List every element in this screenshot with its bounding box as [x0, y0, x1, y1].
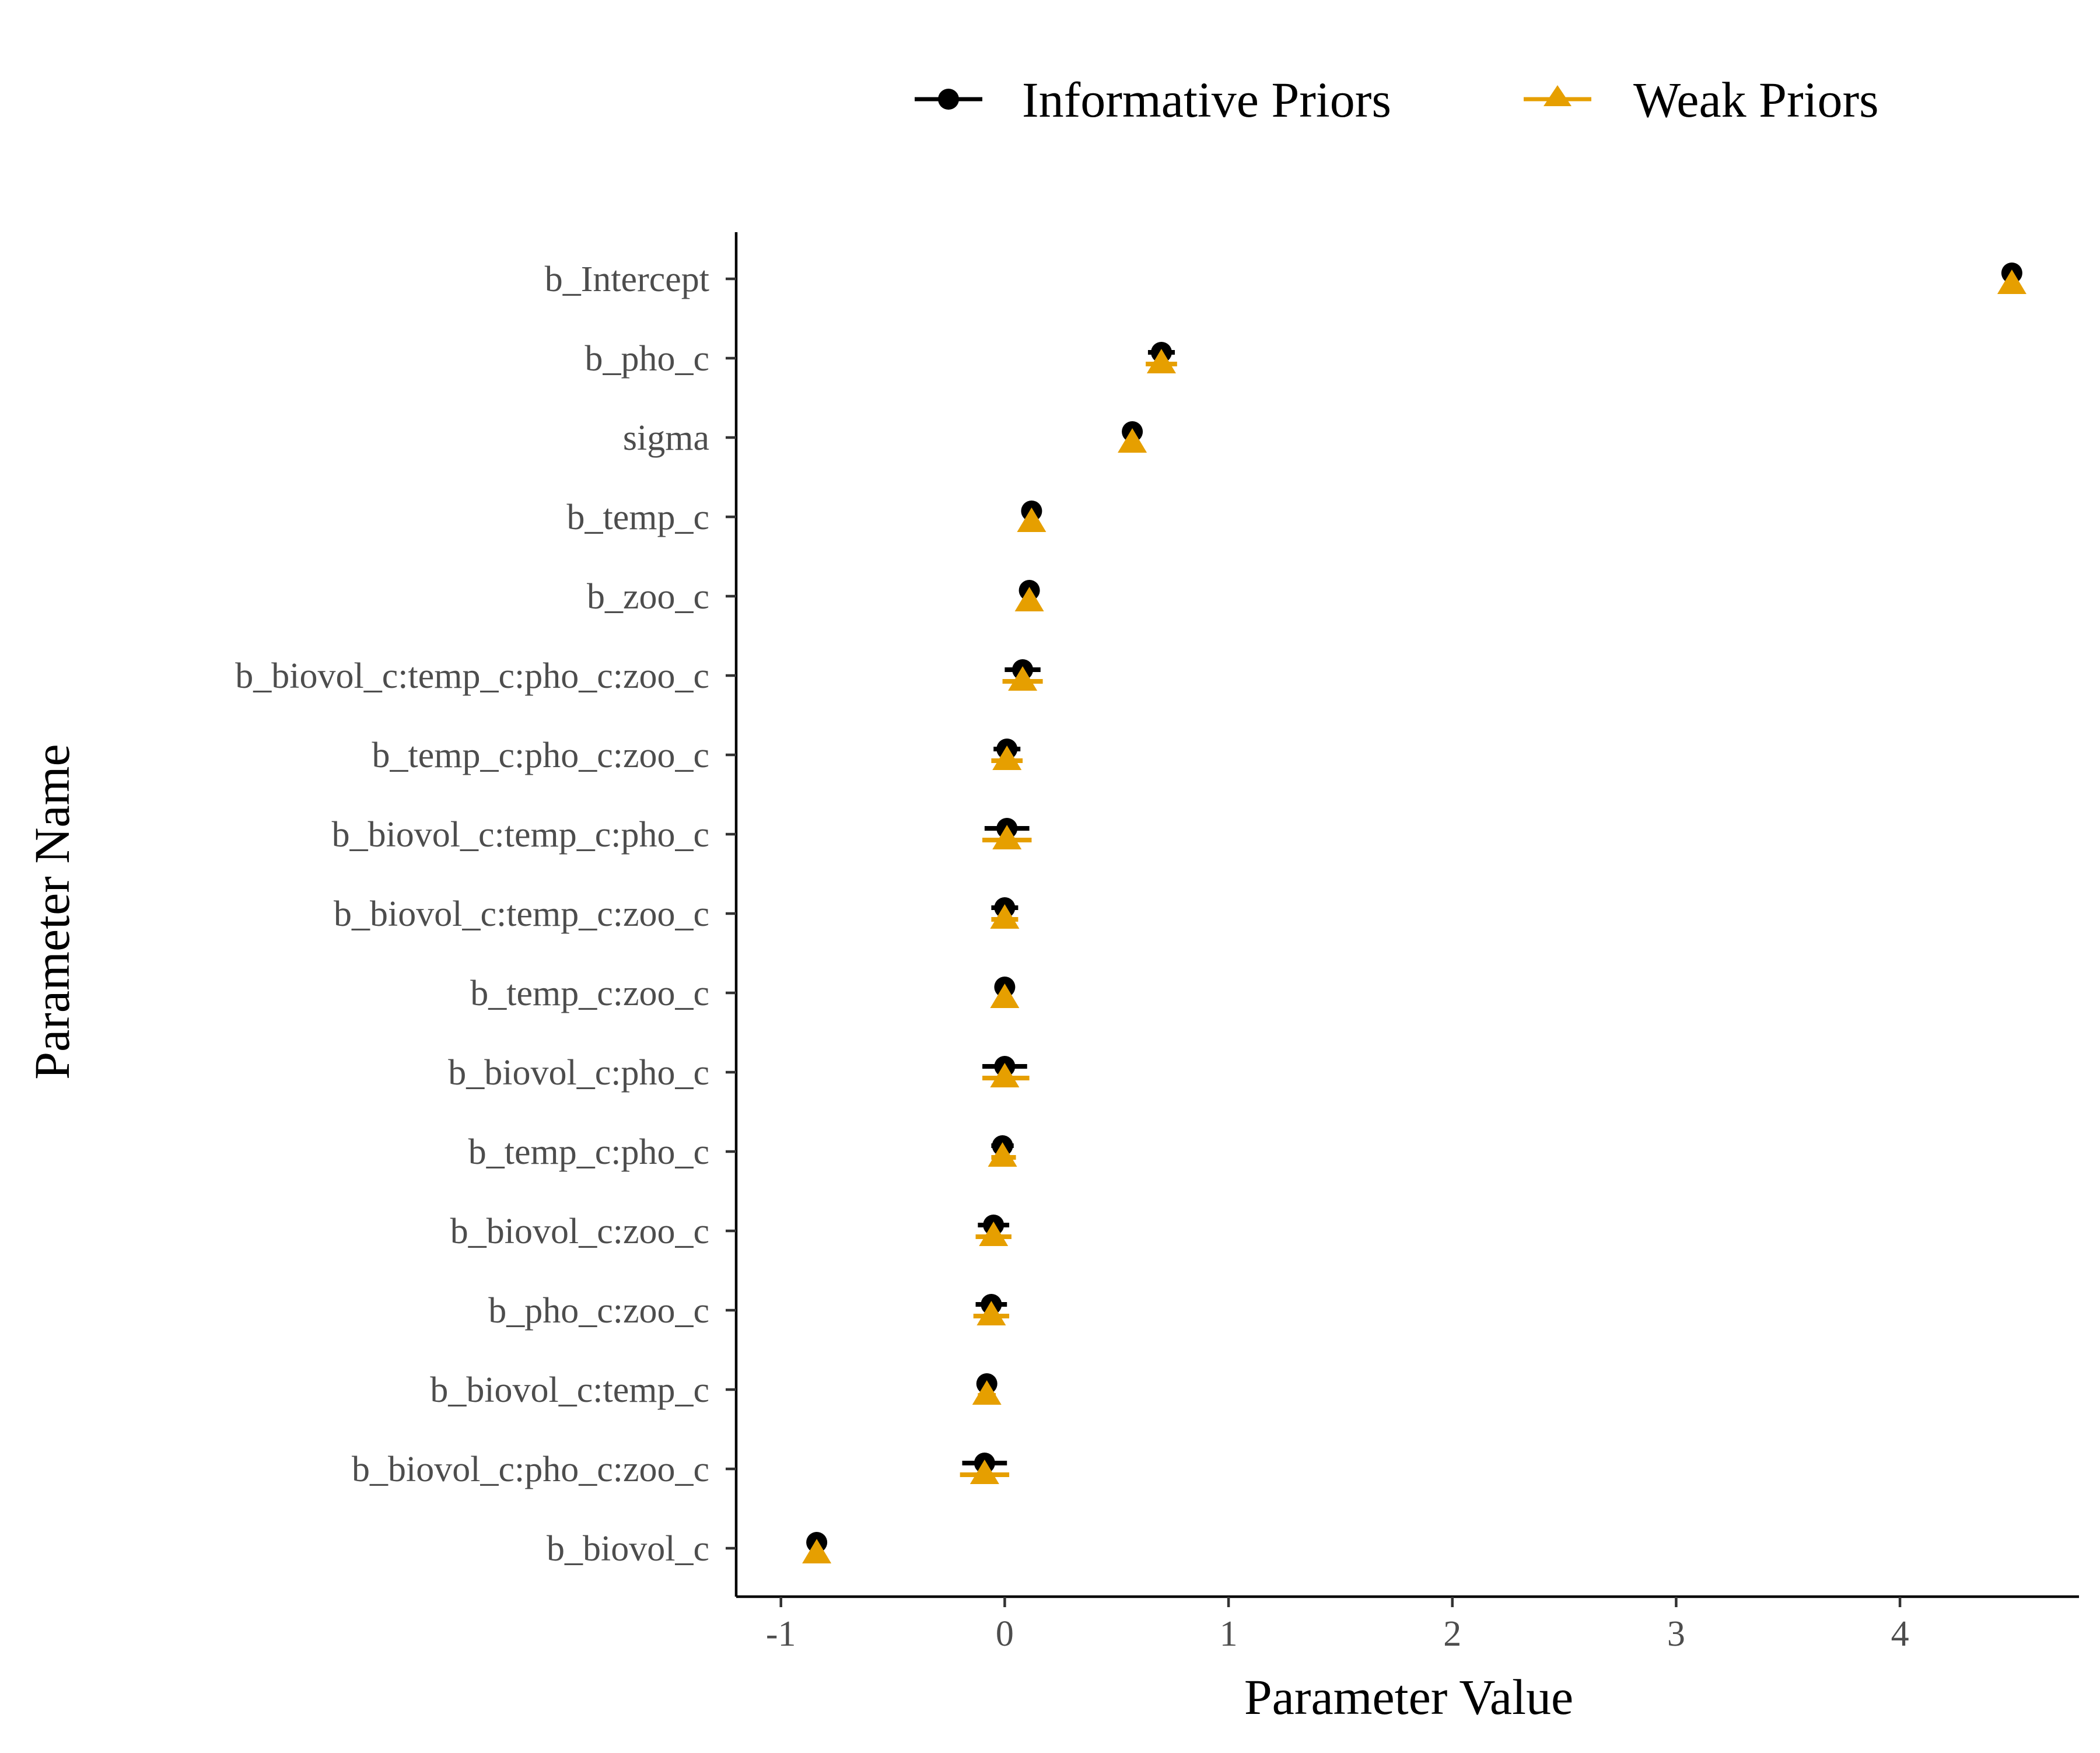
y-tick-label: b_biovol_c:temp_c:pho_c:zoo_c: [235, 656, 709, 696]
y-tick-label: b_zoo_c: [587, 577, 709, 617]
y-axis-title: Parameter Name: [24, 744, 80, 1079]
y-tick-label: b_biovol_c:pho_c:zoo_c: [352, 1450, 709, 1489]
y-tick-label: sigma: [623, 418, 709, 458]
point-weak-priors: [990, 1063, 1020, 1087]
point-weak-priors: [1008, 666, 1038, 691]
y-tick-label: b_biovol_c:temp_c: [430, 1370, 709, 1410]
point-weak-priors: [977, 1301, 1006, 1325]
y-tick-label: b_temp_c:pho_c:zoo_c: [372, 736, 710, 775]
point-weak-priors: [1017, 508, 1046, 532]
point-weak-priors: [970, 1460, 999, 1484]
point-weak-priors: [1014, 587, 1044, 611]
x-tick-label: -1: [766, 1614, 796, 1654]
point-weak-priors: [802, 1539, 832, 1563]
legend: Informative Priors Weak Priors: [915, 72, 1879, 128]
point-weak-priors: [992, 825, 1022, 849]
legend-label-informative: Informative Priors: [1022, 72, 1391, 128]
y-tick-label: b_pho_c: [584, 339, 709, 379]
x-tick-label: 3: [1667, 1614, 1685, 1654]
y-tick-label: b_Intercept: [545, 260, 709, 299]
point-weak-priors: [979, 1222, 1009, 1246]
y-tick-label: b_temp_c: [567, 498, 710, 537]
y-tick-label: b_biovol_c:pho_c: [448, 1053, 709, 1093]
point-weak-priors: [992, 746, 1022, 770]
legend-item-weak: Weak Priors: [1524, 72, 1879, 128]
y-tick-label: b_biovol_c: [547, 1529, 709, 1569]
y-tick-label: b_temp_c:pho_c: [468, 1132, 709, 1172]
legend-key-marker-informative: [938, 89, 959, 110]
y-tick-label: b_biovol_c:zoo_c: [450, 1212, 709, 1251]
point-weak-priors: [1118, 428, 1147, 453]
legend-key-marker-weak: [1544, 85, 1572, 106]
x-tick-label: 1: [1220, 1614, 1238, 1654]
point-weak-priors: [990, 984, 1020, 1008]
x-tick-label: 0: [996, 1614, 1014, 1654]
y-tick-label: b_temp_c:zoo_c: [470, 974, 709, 1013]
point-weak-priors: [1997, 270, 2027, 294]
point-weak-priors: [1146, 349, 1176, 373]
legend-item-informative: Informative Priors: [915, 72, 1391, 128]
y-tick-label: b_biovol_c:temp_c:pho_c: [332, 815, 709, 855]
y-tick-label: b_pho_c:zoo_c: [488, 1291, 709, 1331]
y-tick-label: b_biovol_c:temp_c:zoo_c: [334, 894, 709, 934]
point-weak-priors: [972, 1380, 1002, 1405]
x-tick-label: 2: [1443, 1614, 1461, 1654]
point-weak-priors: [990, 904, 1020, 929]
legend-label-weak: Weak Priors: [1633, 72, 1879, 128]
x-tick-label: 4: [1891, 1614, 1909, 1654]
x-axis-title: Parameter Value: [1244, 1669, 1573, 1725]
point-weak-priors: [988, 1142, 1017, 1167]
